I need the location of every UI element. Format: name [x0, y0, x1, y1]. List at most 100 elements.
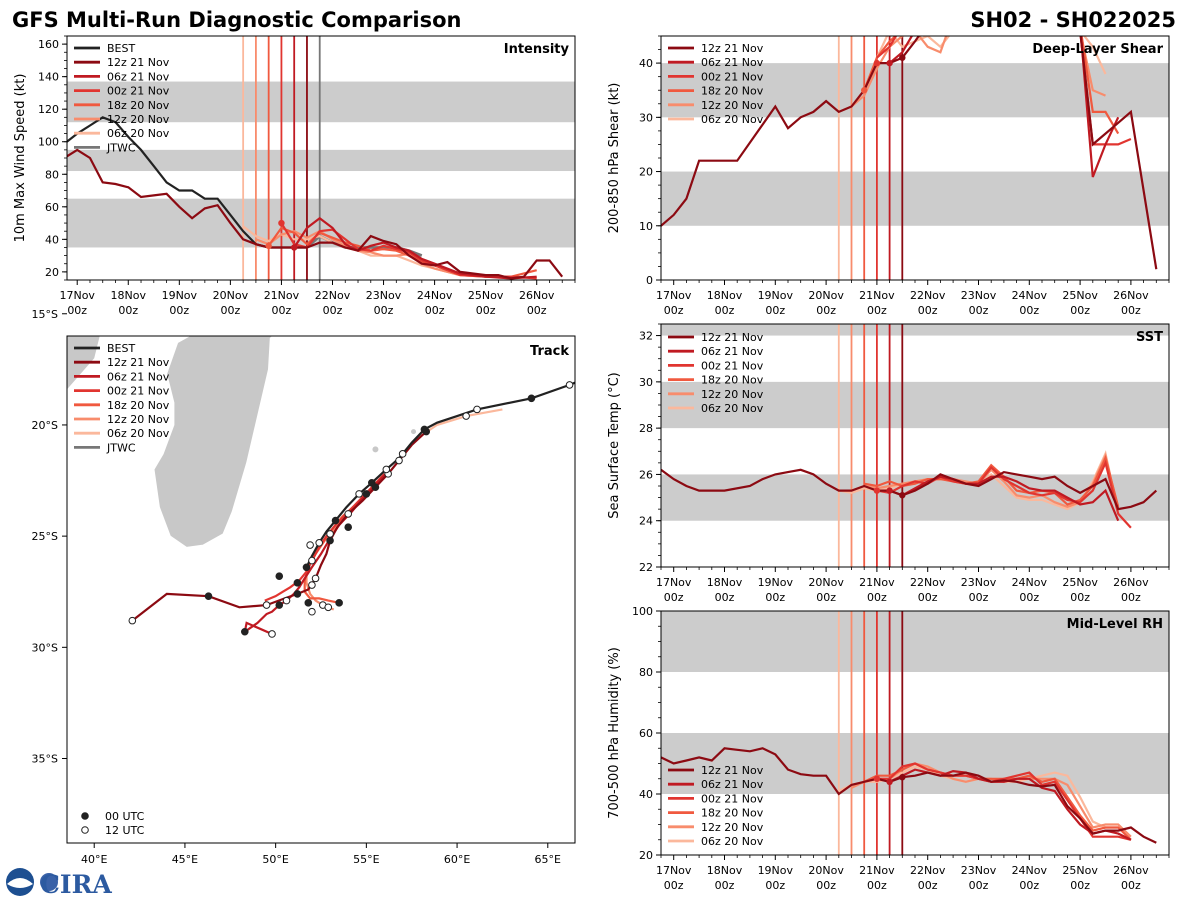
marker-00utc — [302, 563, 311, 572]
y-tick-label: 26 — [639, 468, 653, 481]
x-tick-label: 24Nov — [1012, 864, 1048, 877]
y-tick-label: 60 — [639, 727, 653, 740]
lon-tick-label: 65°E — [535, 853, 561, 866]
storm-id: SH02 - SH022025 — [970, 8, 1176, 32]
x-tick-label: 19Nov — [758, 864, 794, 877]
series-line-1 — [888, 36, 1120, 178]
marker-12utc — [355, 490, 363, 498]
legend-label: 00z 21 Nov — [701, 70, 764, 83]
series-line-0 — [661, 36, 1158, 270]
lon-tick-label: 45°E — [172, 853, 198, 866]
threshold-band — [661, 381, 1169, 429]
x-tick-label-hour: 00z — [867, 591, 887, 604]
panel-title: Deep-Layer Shear — [1032, 42, 1163, 57]
x-tick-label: 18Nov — [111, 289, 147, 302]
y-tick-label: 40 — [639, 788, 653, 801]
x-tick-label: 21Nov — [859, 576, 895, 589]
legend-label: 12z 20 Nov — [701, 99, 764, 112]
legend-label: JTWC — [106, 441, 136, 454]
x-tick-label-hour: 00z — [272, 304, 292, 317]
series-line-0 — [661, 747, 1157, 844]
x-tick-label-hour: 00z — [765, 304, 785, 317]
legend-label: 00z 21 Nov — [107, 85, 170, 98]
legend-label: 12z 20 Nov — [701, 821, 764, 834]
legend-label: 12z 21 Nov — [701, 331, 764, 344]
x-tick-label: 23Nov — [961, 864, 997, 877]
x-tick-label: 22Nov — [910, 289, 946, 302]
x-tick-label-hour: 00z — [918, 304, 938, 317]
init-point — [899, 54, 906, 61]
x-tick-label-hour: 00z — [1019, 591, 1039, 604]
x-tick-label: 23Nov — [961, 576, 997, 589]
track-panel: 40°E 45°E 50°E 55°E 60°E 65°E 15°S 20°S 25°S 30°S… — [32, 308, 576, 866]
lat-tick-label: 25°S — [32, 530, 58, 543]
logo: CIRA — [6, 868, 112, 899]
x-tick-label-hour: 00z — [816, 879, 836, 892]
marker-00utc — [420, 425, 429, 434]
x-tick-label: 25Nov — [1062, 289, 1098, 302]
legend-label: 18z 20 Nov — [701, 374, 764, 387]
reunion-island — [372, 446, 379, 453]
series-line-0 — [67, 148, 564, 280]
lat-tick-label: 30°S — [32, 641, 58, 654]
x-tick-label: 17Nov — [656, 864, 692, 877]
marker-00utc — [368, 478, 376, 487]
x-tick-label: 18Nov — [707, 289, 743, 302]
cira-globe-icon — [40, 873, 58, 891]
marker-00utc — [293, 590, 302, 598]
init-point — [899, 492, 906, 499]
marker-00utc — [275, 601, 284, 609]
marker-12utc — [324, 603, 333, 612]
x-tick-label: 22Nov — [910, 576, 946, 589]
x-tick-label-hour: 00z — [527, 304, 547, 317]
y-tick-label: 20 — [639, 166, 653, 179]
x-tick-label-hour: 00z — [118, 304, 138, 317]
x-tick-label: 18Nov — [707, 864, 743, 877]
legend-label: 12 UTC — [105, 824, 145, 837]
x-tick-label-hour: 00z — [1121, 304, 1141, 317]
legend-label: 06z 21 Nov — [107, 370, 170, 383]
x-tick-label-hour: 00z — [1121, 879, 1141, 892]
madagascar-landmass — [153, 336, 274, 548]
legend-label: 00z 21 Nov — [107, 385, 170, 398]
x-tick-label: 24Nov — [417, 289, 453, 302]
y-tick-label: 30 — [639, 376, 653, 389]
x-tick-label: 20Nov — [808, 576, 844, 589]
panel-title: SST — [1136, 330, 1163, 345]
threshold-band — [67, 198, 575, 248]
legend-label: BEST — [107, 342, 135, 355]
y-tick-label: 140 — [38, 71, 59, 84]
series-line-2 — [876, 459, 1132, 529]
legend-label: 12z 21 Nov — [701, 42, 764, 55]
marker-12utc — [308, 607, 316, 616]
marker-12utc — [262, 601, 271, 609]
y-tick-label: 28 — [639, 422, 653, 435]
rh-panel: 20 40 60 80 100 17Nov 00z 18Nov 00z 19Nov 00z 20Nov… — [607, 605, 1170, 892]
marker-12utc — [473, 405, 481, 414]
lat-tick-label: 20°S — [32, 419, 58, 432]
marker-00utc — [293, 579, 302, 587]
x-tick-label-hour: 00z — [476, 304, 496, 317]
x-tick-label-hour: 00z — [1019, 879, 1039, 892]
legend-label: 06z 21 Nov — [701, 778, 764, 791]
x-tick-label-hour: 00z — [1019, 304, 1039, 317]
init-point — [278, 219, 285, 227]
init-point — [861, 87, 868, 94]
x-tick-label: 24Nov — [1012, 576, 1048, 589]
lat-tick-label: 15°S — [32, 308, 58, 321]
legend-label: 00z 21 Nov — [701, 792, 764, 805]
x-tick-label-hour: 00z — [323, 304, 343, 317]
legend-label: 12z 21 Nov — [107, 56, 170, 69]
init-point — [873, 59, 881, 67]
legend-label: 12z 21 Nov — [107, 356, 170, 369]
x-tick-label-hour: 00z — [918, 591, 938, 604]
x-tick-label: 19Nov — [758, 289, 794, 302]
lon-tick-label: 50°E — [262, 853, 288, 866]
x-tick-label-hour: 00z — [425, 304, 445, 317]
x-tick-label-hour: 00z — [1070, 591, 1090, 604]
marker-12utc — [306, 541, 314, 549]
y-axis-label: 700-500 hPa Humidity (%) — [607, 647, 622, 819]
threshold-band — [67, 81, 575, 123]
threshold-band — [661, 324, 1169, 336]
